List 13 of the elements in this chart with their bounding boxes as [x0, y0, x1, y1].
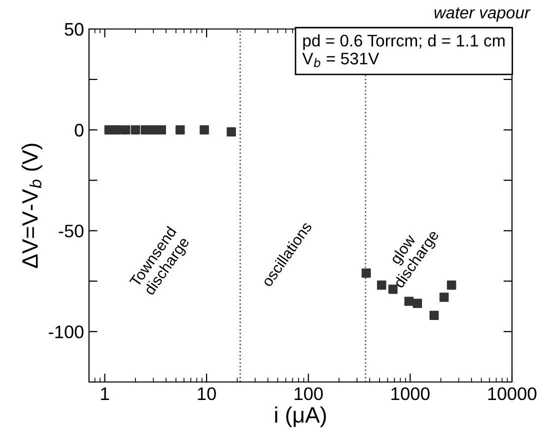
y-tick-label: -50: [58, 224, 84, 238]
y-tick-label: 50: [64, 22, 84, 36]
x-tick-label: 10000: [488, 387, 536, 400]
x-tick-label: 1000: [391, 387, 430, 400]
y-tick-label: -100: [48, 326, 84, 338]
x-axis-title: i (μA): [275, 406, 326, 428]
x-tick-label: 100: [294, 387, 323, 400]
y-axis-title: ΔV=V-V$_{b}$ (V): [22, 144, 42, 268]
y-tick-label: 0: [74, 124, 84, 137]
chart-title: water vapour: [434, 8, 531, 22]
x-tick-label: 10: [198, 387, 216, 400]
x-tick-label: 1: [101, 388, 109, 400]
annotation: pd = 0.6 Torrcm; d = 1.1 cm V$_{b}$ = 531V: [302, 34, 505, 68]
